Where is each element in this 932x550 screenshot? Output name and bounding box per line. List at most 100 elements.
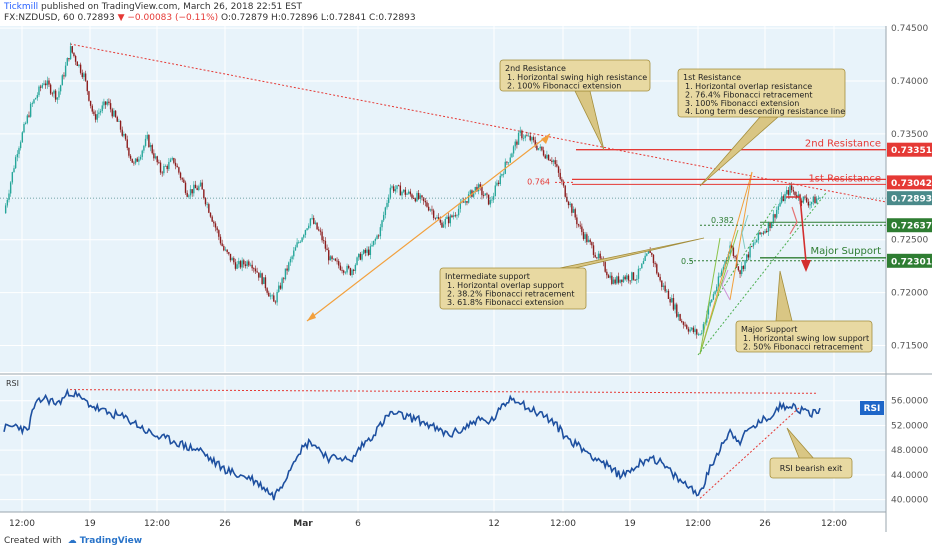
candle-body: [91, 105, 93, 112]
candle-body: [198, 186, 200, 190]
candle-body: [566, 196, 568, 202]
candle-body: [284, 268, 287, 280]
candle-body: [194, 184, 197, 189]
candle-body: [171, 158, 173, 160]
candle-body: [98, 112, 100, 115]
candle-body: [409, 191, 412, 195]
candle-body: [511, 153, 513, 158]
second-resistance-label: 2nd Resistance: [805, 139, 881, 150]
candle-body: [18, 148, 20, 155]
candle-body: [687, 328, 690, 332]
candle-body: [656, 264, 658, 274]
candle-body: [626, 275, 628, 280]
candle-body: [404, 189, 407, 195]
candle-body: [346, 265, 348, 273]
candle-body: [431, 209, 433, 211]
callout-line: 2. 50% Fibonacci retracement: [743, 342, 863, 351]
candle-body: [394, 189, 397, 192]
candle-body: [274, 301, 277, 303]
callout-line: 1. Horizontal swing high resistance: [507, 73, 647, 82]
candle-body: [124, 134, 127, 140]
candle-body: [324, 240, 327, 249]
candle-body: [51, 93, 53, 95]
publisher-name[interactable]: Tickmill: [4, 2, 39, 12]
candle-body: [361, 253, 363, 260]
candle-body: [149, 145, 152, 148]
projection-curve: [741, 214, 749, 250]
candle-body: [800, 200, 803, 203]
candle-body: [316, 222, 318, 230]
candle-body: [318, 229, 320, 231]
candle-body: [787, 190, 790, 195]
candle-body: [479, 184, 481, 187]
candle-body: [84, 73, 87, 81]
candle-body: [189, 189, 192, 196]
candle-body: [81, 72, 83, 78]
callout-line: 3. 100% Fibonacci extension: [685, 99, 799, 108]
candle-body: [506, 161, 508, 163]
time-tick-label: 12:00: [144, 519, 170, 529]
candle-body: [487, 194, 490, 205]
candle-body: [101, 105, 103, 111]
callout-line: 3. 61.8% Fibonacci extension: [447, 298, 564, 307]
candle-body: [677, 314, 680, 317]
rsi-tag: RSI: [860, 401, 884, 415]
candle-body: [382, 214, 385, 221]
candle-body: [499, 175, 501, 185]
rsi-tag-bg: [860, 401, 884, 415]
candle-body: [309, 218, 312, 226]
candle-body: [569, 203, 571, 206]
candle-body: [454, 215, 456, 217]
candle-body: [552, 160, 555, 163]
candle-body: [412, 197, 415, 199]
candle-body: [89, 100, 92, 106]
candle-body: [754, 242, 756, 244]
candle-body: [681, 320, 683, 323]
candle-body: [258, 272, 260, 278]
rsi-pane-title: RSI: [6, 379, 19, 388]
callout-box: [499, 59, 651, 92]
candle-body: [21, 132, 24, 143]
candle-body: [790, 185, 793, 191]
candle-body: [457, 208, 460, 216]
candle-body: [34, 98, 37, 100]
candle-body: [164, 165, 167, 167]
candle-body: [527, 135, 530, 137]
fib-level-label: 0.382: [711, 216, 734, 225]
tradingview-logo[interactable]: ☁ TradingView: [68, 536, 143, 546]
projection-curve: [721, 269, 731, 301]
candle-body: [133, 162, 135, 164]
candle-body: [692, 327, 695, 333]
candle-body: [724, 260, 726, 267]
candle-body: [303, 234, 305, 238]
candle-body: [96, 114, 98, 120]
candle-body: [644, 255, 646, 261]
candle-body: [810, 202, 813, 205]
candle-body: [76, 61, 78, 66]
candle-body: [701, 332, 703, 334]
time-tick-label: 19: [624, 519, 636, 529]
candle-body: [26, 115, 29, 123]
candle-body: [146, 134, 148, 139]
candle-body: [559, 172, 561, 180]
candle-body: [88, 91, 90, 101]
candle-body: [526, 135, 528, 137]
candle-body: [584, 234, 586, 240]
candle-body: [233, 258, 235, 263]
candle-body: [777, 206, 780, 210]
candle-body: [401, 191, 403, 196]
candle-body: [629, 280, 631, 282]
candle-body: [632, 272, 635, 280]
candle-body: [39, 86, 42, 88]
projection-arrow: [786, 196, 807, 263]
candle-body: [28, 115, 30, 117]
candle-body: [442, 224, 445, 228]
candle-body: [114, 110, 117, 118]
price-tag-value: 0.73351: [891, 146, 932, 156]
candle-body: [691, 327, 693, 330]
candle-body: [363, 249, 365, 254]
candle-body: [446, 216, 448, 219]
candle-body: [243, 260, 245, 265]
candle-body: [83, 73, 85, 78]
